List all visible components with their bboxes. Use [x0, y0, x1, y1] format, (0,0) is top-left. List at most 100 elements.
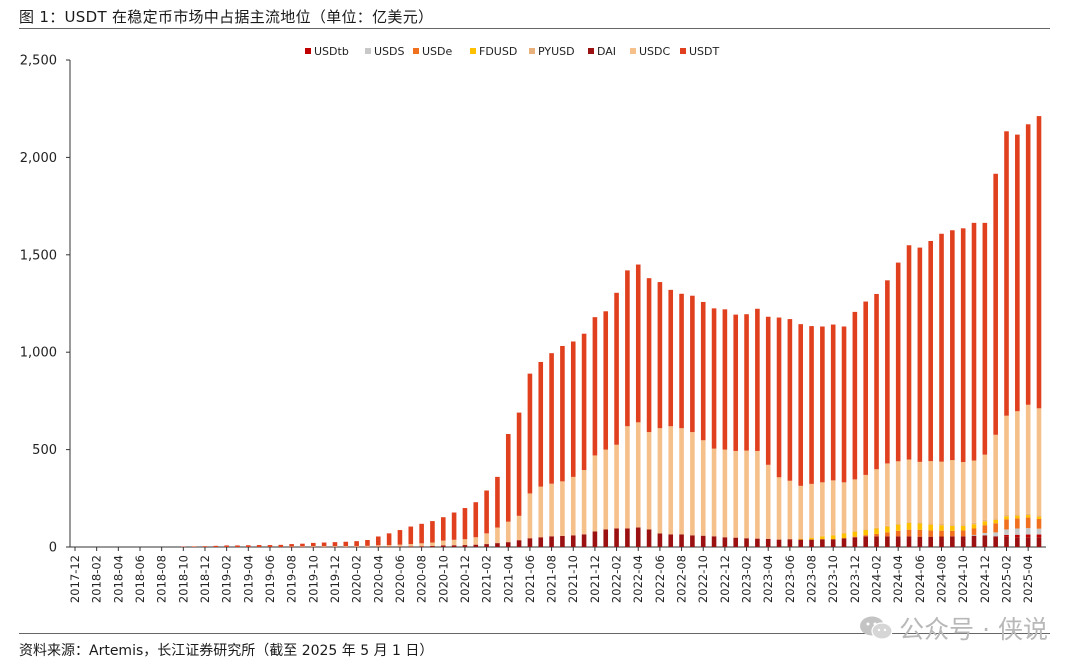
bar-segment-usdc: [354, 546, 359, 547]
bar-segment-pyusd: [895, 523, 901, 525]
bar-segment-usdc: [852, 479, 858, 532]
bar-segment-fdusd: [874, 528, 879, 534]
source-note: 资料来源：Artemis，长江证券研究所（截至 2025 年 5 月 1 日）: [19, 643, 434, 659]
bar-segment-usdt: [213, 545, 219, 547]
bar-segment-dai: [549, 536, 554, 547]
y-tick-label: 2,000: [20, 151, 57, 166]
x-tick-label: 2024-10: [956, 555, 970, 603]
bar-segment-usdc: [332, 546, 338, 547]
bar-segment-fdusd: [1036, 516, 1042, 519]
bar-segment-usdt: [581, 333, 587, 471]
bar-segment-usdt: [592, 317, 598, 456]
bar-segment-dai: [798, 539, 804, 547]
bar-segment-usdt: [332, 542, 338, 547]
bar-segment-usdc: [711, 448, 717, 537]
legend-label-pyusd: PYUSD: [538, 45, 575, 58]
bar-segment-pyusd: [982, 519, 988, 522]
bar-segment-fdusd: [906, 522, 912, 530]
bar-segment-usdc: [657, 428, 663, 534]
bar-segment-usdt: [971, 222, 977, 461]
bar-segment-pyusd: [939, 524, 944, 526]
bar-segment-dai: [570, 535, 576, 547]
bar-segment-usdt: [538, 361, 544, 487]
bar-segment-usdt: [635, 264, 641, 423]
bar-segment-dai: [722, 537, 728, 547]
bar-segment-usdt: [354, 541, 359, 547]
bar-segment-usdt: [852, 311, 858, 480]
x-tick-label: 2021-12: [588, 555, 602, 603]
x-tick-label: 2018-10: [176, 555, 190, 603]
bar-segment-usdc: [787, 480, 793, 540]
bar-segment-dai: [895, 536, 901, 547]
bar-segment-usdc: [1004, 415, 1009, 516]
bar-segment-usdc: [365, 545, 370, 547]
bar-segment-fdusd: [971, 524, 977, 529]
bar-segment-usde: [982, 525, 988, 533]
bar-segment-dai: [928, 536, 933, 547]
bar-segment-usdc: [1036, 408, 1042, 516]
x-tick-label: 2023-02: [740, 555, 754, 603]
bar-segment-dai: [462, 545, 468, 547]
bar-segment-usdc: [1025, 404, 1031, 514]
bar-segment-usde: [885, 532, 890, 537]
x-tick-label: 2018-08: [155, 555, 169, 603]
bar-segment-dai: [874, 536, 879, 547]
x-tick-label: 2018-12: [198, 555, 212, 603]
x-tick-label: 2022-04: [631, 555, 645, 603]
bar-segment-usde: [960, 530, 966, 537]
bar-segment-usdt: [570, 341, 576, 477]
bar-segment-usdt: [733, 314, 739, 451]
x-tick-label: 2019-06: [263, 555, 277, 603]
bar-segment-usdc: [560, 481, 565, 536]
bar-segment-usdc: [809, 483, 814, 538]
bar-segment-usds: [971, 534, 977, 536]
bar-segment-fdusd: [1015, 515, 1020, 519]
bar-segment-dai: [852, 537, 858, 547]
bar-segment-dai: [430, 546, 435, 547]
bar-segment-usdt: [906, 245, 912, 460]
bar-segment-pyusd: [1004, 515, 1009, 517]
bar-segment-dai: [960, 536, 966, 547]
bar-segment-usdc: [451, 539, 457, 546]
bar-segment-usde: [917, 529, 923, 537]
x-tick-label: 2020-08: [415, 555, 429, 603]
bar-segment-usdt: [679, 293, 684, 429]
bar-segment-usdc: [830, 480, 836, 535]
bar-segment-pyusd: [971, 522, 977, 525]
bar-segment-usdt: [776, 317, 782, 478]
x-tick-label: 2023-08: [805, 555, 819, 603]
y-tick-label: 2,500: [20, 54, 57, 69]
bar-segment-usde: [895, 530, 901, 537]
bar-segment-dai: [755, 538, 760, 547]
bar-segment-usdt: [863, 301, 868, 475]
bar-segment-fdusd: [939, 525, 944, 531]
bar-segment-usdc: [950, 460, 955, 525]
bar-segment-fdusd: [928, 524, 933, 531]
legend-label-usds: USDS: [374, 45, 405, 58]
bar-segment-usdt: [960, 228, 966, 463]
legend-label-dai: DAI: [597, 45, 616, 58]
bar-segment-fdusd: [798, 538, 804, 540]
bar-segment-usdc: [906, 459, 912, 522]
bar-segment-usdt: [289, 544, 294, 547]
bar-segment-usdc: [820, 482, 825, 536]
bar-segment-usdt: [711, 308, 717, 449]
bar-segment-usde: [1025, 517, 1031, 529]
y-tick-labels: 0 500 1,000 1,500 2,000 2,500: [20, 54, 57, 556]
bar-segment-usdc: [538, 486, 544, 538]
bar-segment-dai: [440, 545, 446, 547]
bar-segment-usdt: [397, 530, 403, 545]
bar-segment-dai: [830, 539, 836, 547]
bar-segment-usde: [950, 530, 955, 537]
bar-segment-usdc: [581, 470, 587, 535]
bar-segment-usdt: [1036, 116, 1042, 409]
bar-segment-dai: [733, 537, 739, 547]
bar-segment-dai: [906, 536, 912, 547]
bar-segment-usdc: [603, 449, 609, 530]
bar-segment-usdc: [343, 546, 349, 547]
bar-segment-usdt: [505, 434, 511, 522]
x-tick-label: 2021-02: [480, 555, 494, 603]
legend-label-usde: USDe: [422, 45, 453, 58]
x-tick-label: 2022-10: [696, 555, 710, 603]
bar-segment-fdusd: [895, 524, 901, 531]
